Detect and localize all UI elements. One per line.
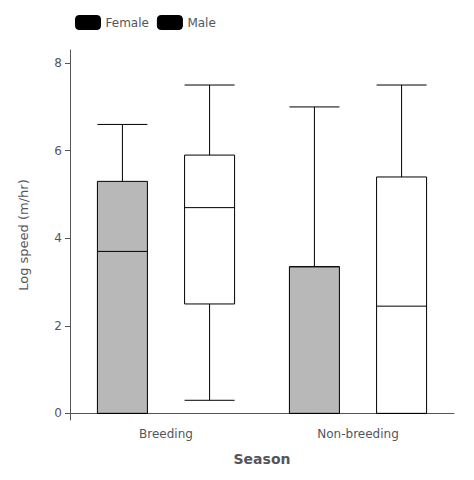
svg-text:4: 4 bbox=[54, 231, 62, 245]
svg-text:Season: Season bbox=[234, 451, 291, 467]
svg-text:8: 8 bbox=[54, 56, 62, 70]
svg-text:Log speed (m/hr): Log speed (m/hr) bbox=[16, 179, 31, 291]
svg-text:Female: Female bbox=[106, 16, 149, 30]
svg-text:2: 2 bbox=[54, 319, 62, 333]
svg-text:Breeding: Breeding bbox=[139, 427, 193, 441]
svg-text:Male: Male bbox=[187, 16, 215, 30]
svg-text:6: 6 bbox=[54, 144, 62, 158]
svg-text:0: 0 bbox=[54, 406, 62, 420]
svg-text:Non-breeding: Non-breeding bbox=[317, 427, 398, 441]
